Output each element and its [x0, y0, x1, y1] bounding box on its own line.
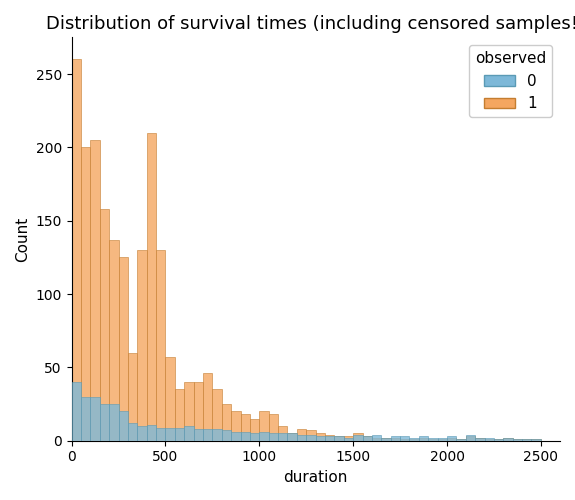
Bar — [288, 434, 297, 440]
Bar — [335, 436, 344, 440]
Bar — [466, 435, 475, 440]
Bar — [128, 423, 137, 440]
Bar — [297, 435, 306, 440]
Bar — [419, 438, 428, 440]
Bar — [288, 434, 297, 440]
Bar — [428, 438, 438, 440]
Bar — [100, 404, 109, 440]
Bar — [485, 438, 494, 440]
Bar — [147, 424, 156, 440]
Bar — [137, 250, 147, 440]
Bar — [306, 435, 316, 440]
Bar — [109, 404, 118, 440]
Bar — [391, 438, 400, 440]
Bar — [344, 438, 353, 440]
Bar — [118, 412, 128, 440]
Bar — [212, 429, 222, 440]
Bar — [240, 414, 250, 440]
Bar — [353, 435, 363, 440]
Bar — [212, 390, 222, 440]
Bar — [409, 438, 419, 440]
Bar — [147, 132, 156, 440]
Bar — [156, 428, 166, 440]
Bar — [175, 428, 184, 440]
Bar — [72, 382, 81, 440]
Bar — [353, 434, 363, 440]
Bar — [316, 436, 325, 440]
Bar — [297, 429, 306, 440]
Bar — [166, 428, 175, 440]
Bar — [381, 438, 391, 440]
Title: Distribution of survival times (including censored samples!): Distribution of survival times (includin… — [46, 15, 575, 33]
Bar — [156, 250, 166, 440]
Bar — [194, 429, 203, 440]
Bar — [316, 434, 325, 440]
Bar — [203, 429, 212, 440]
Bar — [419, 436, 428, 440]
Bar — [118, 258, 128, 440]
Bar — [278, 434, 288, 440]
X-axis label: duration: duration — [283, 470, 348, 485]
Bar — [166, 357, 175, 440]
Bar — [447, 436, 457, 440]
Bar — [231, 432, 240, 440]
Bar — [466, 436, 475, 440]
Bar — [128, 352, 137, 440]
Bar — [194, 382, 203, 440]
Bar — [306, 430, 316, 440]
Bar — [363, 436, 372, 440]
Bar — [325, 435, 335, 440]
Bar — [222, 404, 231, 440]
Bar — [278, 426, 288, 440]
Bar — [259, 432, 269, 440]
Bar — [222, 430, 231, 440]
Bar — [325, 436, 335, 440]
Bar — [137, 426, 147, 440]
Bar — [269, 414, 278, 440]
Bar — [81, 148, 90, 441]
Bar — [438, 438, 447, 440]
Bar — [259, 412, 269, 440]
Bar — [90, 396, 100, 440]
Bar — [475, 438, 485, 440]
Bar — [109, 240, 118, 440]
Bar — [250, 418, 259, 440]
Legend: 0, 1: 0, 1 — [469, 45, 552, 118]
Bar — [184, 382, 194, 440]
Bar — [372, 438, 381, 440]
Bar — [240, 432, 250, 440]
Y-axis label: Count: Count — [15, 216, 30, 262]
Bar — [72, 60, 81, 440]
Bar — [391, 436, 400, 440]
Bar — [100, 209, 109, 440]
Bar — [203, 373, 212, 440]
Bar — [90, 140, 100, 440]
Bar — [231, 412, 240, 440]
Bar — [344, 436, 353, 440]
Bar — [503, 438, 513, 440]
Bar — [381, 438, 391, 440]
Bar — [184, 426, 194, 440]
Bar — [269, 434, 278, 440]
Bar — [175, 390, 184, 440]
Bar — [503, 438, 513, 440]
Bar — [447, 438, 457, 440]
Bar — [250, 434, 259, 440]
Bar — [81, 396, 90, 440]
Bar — [400, 436, 409, 440]
Bar — [475, 438, 485, 440]
Bar — [335, 436, 344, 440]
Bar — [363, 436, 372, 440]
Bar — [372, 435, 381, 440]
